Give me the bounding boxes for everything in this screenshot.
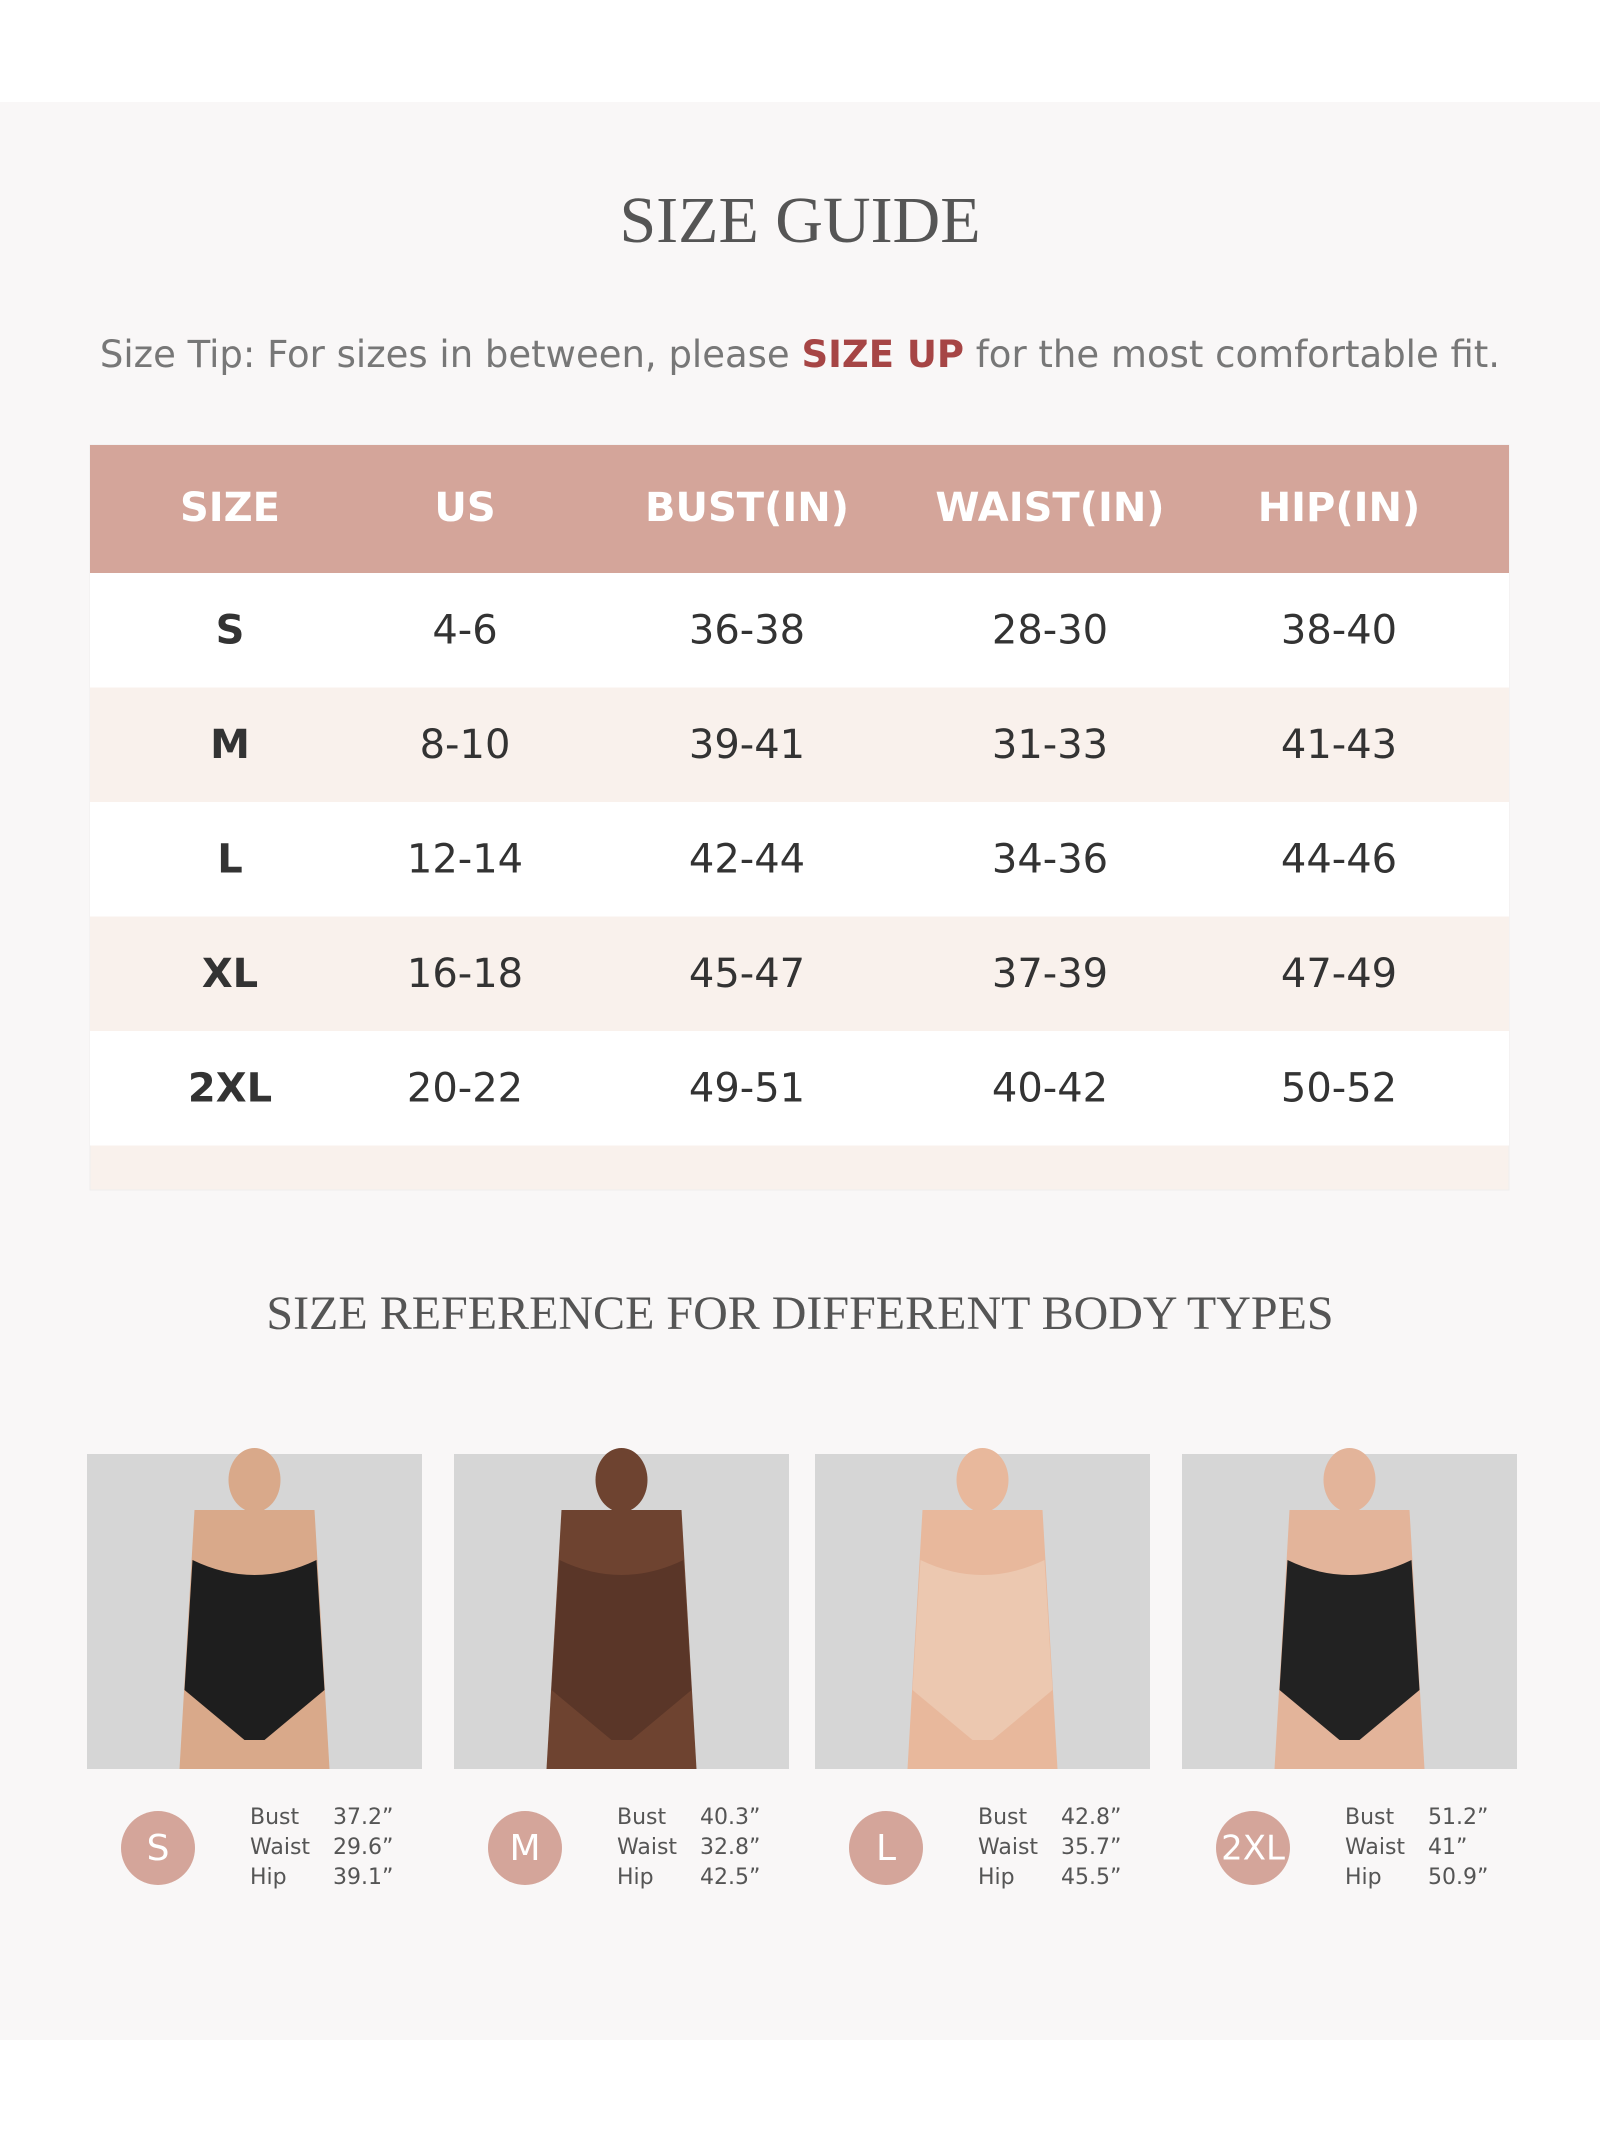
size-badge-label: M xyxy=(509,1828,540,1869)
measurement-label: Waist xyxy=(617,1835,677,1860)
column-header: HIP(IN) xyxy=(1258,485,1421,531)
model-head xyxy=(956,1448,1009,1512)
column-header: SIZE xyxy=(180,485,280,531)
table-cell: 49-51 xyxy=(689,1065,805,1111)
table-row xyxy=(90,687,1509,802)
model-bodysuit xyxy=(1279,1560,1420,1740)
table-cell: 31-33 xyxy=(992,722,1108,768)
measurement-value: 45.5” xyxy=(1061,1865,1121,1890)
size-badge xyxy=(121,1811,195,1885)
measurement-value: 40.3” xyxy=(700,1805,760,1830)
measurement-label: Bust xyxy=(1345,1805,1394,1830)
size-badge xyxy=(849,1811,923,1885)
table-cell: 2XL xyxy=(188,1065,272,1111)
table-cell: 50-52 xyxy=(1281,1065,1397,1111)
measurement-value: 29.6” xyxy=(333,1835,393,1860)
measurement-label: Hip xyxy=(250,1865,287,1890)
tip-text: for the most comfortable fit. xyxy=(964,333,1500,376)
model-head xyxy=(595,1448,648,1512)
table-cell: 40-42 xyxy=(992,1065,1108,1111)
column-header: US xyxy=(434,485,495,531)
measurement-value: 37.2” xyxy=(333,1805,393,1830)
measurement-value: 50.9” xyxy=(1428,1865,1488,1890)
table-cell: 4-6 xyxy=(432,607,497,653)
table-cell: 28-30 xyxy=(992,607,1108,653)
table-row xyxy=(90,916,1509,1031)
size-tip: Size Tip: For sizes in between, please S… xyxy=(100,333,1500,376)
table-cell: 41-43 xyxy=(1281,722,1397,768)
measurement-label: Bust xyxy=(978,1805,1027,1830)
measurement-label: Hip xyxy=(617,1865,654,1890)
model-head xyxy=(1323,1448,1376,1512)
measurement-value: 39.1” xyxy=(333,1865,393,1890)
table-header xyxy=(90,445,1509,573)
measurement-label: Hip xyxy=(978,1865,1015,1890)
table-cell: 45-47 xyxy=(689,951,805,997)
size-badge-label: L xyxy=(876,1828,896,1869)
table-cell: M xyxy=(210,722,250,768)
measurement-label: Waist xyxy=(1345,1835,1405,1860)
table-cell: 8-10 xyxy=(420,722,511,768)
table-row xyxy=(90,573,1509,688)
size-badge xyxy=(488,1811,562,1885)
table-cell: 37-39 xyxy=(992,951,1108,997)
reference-list: S Bust 37.2” Waist 29.6” Hip 39.1” M Bust 40.3” Wa… xyxy=(87,1448,1517,1890)
size-badge xyxy=(1216,1811,1290,1885)
table-cell: S xyxy=(216,607,245,653)
model-bodysuit xyxy=(184,1560,325,1740)
column-header: BUST(IN) xyxy=(645,485,849,531)
tip-highlight: SIZE UP xyxy=(801,333,964,376)
table-cell: 44-46 xyxy=(1281,836,1397,882)
measurement-label: Bust xyxy=(250,1805,299,1830)
model-bodysuit xyxy=(551,1560,692,1740)
size-badge-label: S xyxy=(147,1828,170,1869)
measurement-label: Bust xyxy=(617,1805,666,1830)
measurement-value: 51.2” xyxy=(1428,1805,1488,1830)
table-cell: 39-41 xyxy=(689,722,805,768)
table-cell: 34-36 xyxy=(992,836,1108,882)
table-cell: 12-14 xyxy=(407,836,523,882)
table-cell: XL xyxy=(202,951,258,997)
measurement-label: Hip xyxy=(1345,1865,1382,1890)
table-cell: 47-49 xyxy=(1281,951,1397,997)
table-row xyxy=(90,1031,1509,1146)
measurement-value: 42.5” xyxy=(700,1865,760,1890)
table-cell: 38-40 xyxy=(1281,607,1397,653)
table-cell: 42-44 xyxy=(689,836,805,882)
size-table: SIZE US BUST(IN) WAIST(IN) HIP(IN) S 4-6 36-38 2… xyxy=(89,444,1510,1191)
measurement-value: 41” xyxy=(1428,1835,1467,1860)
measurement-value: 35.7” xyxy=(1061,1835,1121,1860)
model-bodysuit xyxy=(912,1560,1053,1740)
measurement-value: 32.8” xyxy=(700,1835,760,1860)
model-head xyxy=(228,1448,281,1512)
measurement-label: Waist xyxy=(978,1835,1038,1860)
table-row xyxy=(90,802,1509,917)
tip-text: Size Tip: For sizes in between, please xyxy=(100,333,802,376)
table-cell: 20-22 xyxy=(407,1065,523,1111)
measurement-value: 42.8” xyxy=(1061,1805,1121,1830)
table-cell: 36-38 xyxy=(689,607,805,653)
section-title: SIZE REFERENCE FOR DIFFERENT BODY TYPES xyxy=(266,1287,1333,1340)
size-badge-label: 2XL xyxy=(1221,1829,1285,1869)
table-cell: L xyxy=(217,836,243,882)
page-title: SIZE GUIDE xyxy=(619,184,980,257)
table-cell: 16-18 xyxy=(407,951,523,997)
column-header: WAIST(IN) xyxy=(935,485,1164,531)
measurement-label: Waist xyxy=(250,1835,310,1860)
